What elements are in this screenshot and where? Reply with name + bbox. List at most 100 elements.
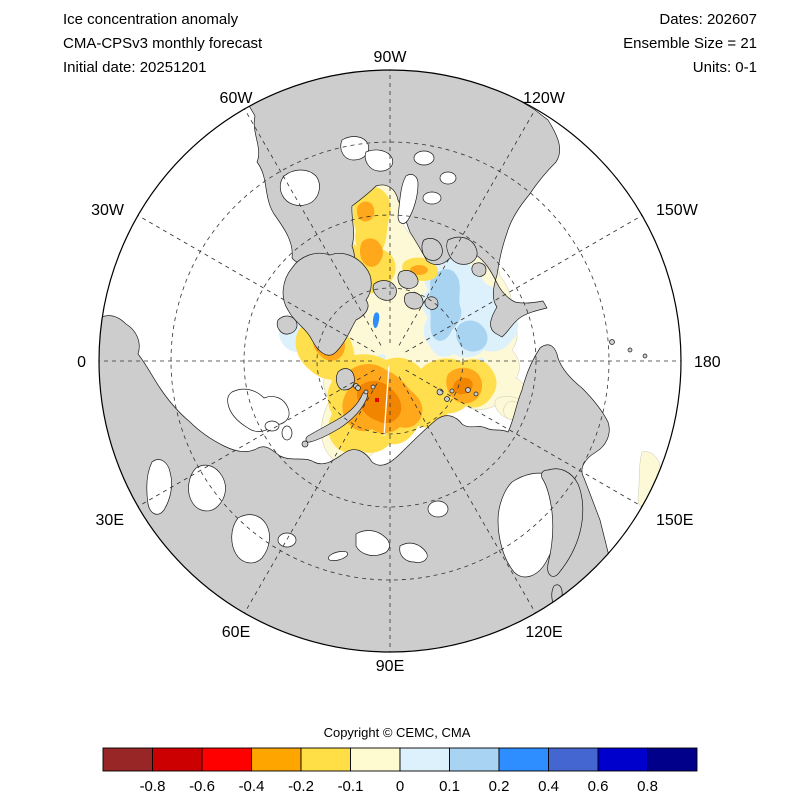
island-severnaya-1	[436, 388, 444, 396]
colorbar-tick-label: -0.1	[338, 778, 364, 795]
anomaly-red-speck-1	[375, 398, 379, 402]
graticule	[99, 70, 681, 652]
lake-canada-2	[439, 171, 457, 185]
meridian-label-120w: 120W	[523, 90, 566, 107]
colorbar: -0.8 -0.6 -0.4 -0.2 -0.1 0 0.1 0.2 0.4 0.6 0.8	[102, 747, 698, 795]
meridian-gridline	[405, 215, 643, 353]
meridian-gridline	[398, 376, 536, 614]
colorbar-tick-label: 0.2	[489, 778, 510, 795]
lake-onega	[281, 425, 293, 441]
meridian-label-60e: 60E	[222, 624, 250, 641]
lake-europe-2	[231, 514, 270, 564]
colorbar-segment	[251, 747, 302, 772]
island-sakhalin	[551, 584, 563, 607]
island-franz-josef-3	[370, 384, 376, 390]
units-line: Units: 0-1	[693, 59, 757, 76]
lake-small-1	[277, 532, 297, 548]
colorbar-segment	[350, 747, 401, 772]
channel-islands-white	[397, 174, 419, 224]
meridian-gridline	[244, 376, 382, 614]
colorbar-tick-label: 0.4	[538, 778, 559, 795]
island-victoria	[446, 236, 478, 265]
anomaly-medblue-streak	[428, 269, 462, 341]
meridian-label-60w: 60W	[220, 90, 254, 107]
meridian-label-150e: 150E	[656, 512, 693, 529]
island-bering-1	[609, 339, 615, 345]
colorbar-tick-label: 0.6	[588, 778, 609, 795]
colorbar-tick-label: 0.1	[439, 778, 460, 795]
lake-siberia-1	[355, 530, 390, 556]
colorbar-segment	[102, 747, 153, 772]
lake-europe-1	[188, 464, 226, 512]
island-devon	[397, 270, 419, 289]
colorbar-segment	[300, 747, 351, 772]
island-severnaya-2	[444, 396, 450, 402]
colorbar-tick-label: 0	[396, 778, 404, 795]
meridian-label-90w: 90W	[374, 49, 408, 66]
colorbar-segment	[498, 747, 549, 772]
meridian-label-120e: 120E	[525, 624, 562, 641]
island-vaygach	[301, 440, 309, 448]
island-arch-small	[471, 262, 487, 277]
dates-line: Dates: 202607	[659, 11, 757, 28]
colorbar-segment	[647, 747, 698, 772]
island-ellesmere	[372, 280, 397, 301]
meridian-labels: 90W 120W 150W 180 150E 120E 90E 60E 30E 0 30W 60W	[77, 49, 721, 675]
meridian-label-150w: 150W	[656, 202, 699, 219]
colorbar-tick-label: -0.8	[140, 778, 166, 795]
lake-siberia-3	[427, 500, 449, 518]
colorbar-tick-label: -0.2	[288, 778, 314, 795]
white-meridian-overlay	[383, 365, 390, 437]
lake-foxe-basin-1	[340, 136, 370, 161]
anomaly-orange-baffin-lower	[359, 238, 383, 267]
lake-hudson-bay	[279, 169, 320, 206]
latitude-gridline	[316, 287, 464, 435]
lake-foxe-basin-2	[364, 149, 394, 172]
island-arch-4	[424, 296, 439, 310]
island-franz-josef-1	[355, 385, 361, 391]
anomaly-brightblue-nares	[372, 312, 380, 329]
island-severnaya-3	[449, 388, 455, 394]
lake-baltic	[146, 459, 172, 515]
colorbar-segment	[449, 747, 500, 772]
colorbar-tick-label: -0.6	[189, 778, 215, 795]
lake-canada-3	[422, 191, 442, 205]
meridian-gridline	[137, 369, 375, 507]
island-novaya-zemlya	[305, 391, 368, 443]
initial-date-line: Initial date: 20251201	[63, 59, 206, 76]
colorbar-segment	[201, 747, 252, 772]
lake-ladoga	[264, 420, 280, 432]
meridian-label-30w: 30W	[91, 202, 125, 219]
lake-thin	[327, 550, 349, 562]
meridian-gridline	[398, 108, 536, 346]
meridian-label-30e: 30E	[96, 512, 124, 529]
anomaly-medblue-lobe	[455, 320, 488, 352]
island-new-siberian-1	[465, 387, 471, 393]
anomaly-cream-kamchatka-east	[637, 451, 661, 509]
island-banks	[421, 238, 443, 261]
meridian-label-0: 0	[77, 354, 86, 371]
colorbar-segment	[152, 747, 203, 772]
meridian-gridline	[405, 369, 643, 507]
map-boundary-circle	[98, 69, 682, 653]
land-iceland	[276, 315, 298, 335]
colorbar-tick-label: -0.4	[239, 778, 265, 795]
colorbar-segment	[548, 747, 599, 772]
title-line: Ice concentration anomaly	[63, 11, 239, 28]
landmasses	[99, 70, 648, 652]
meridian-gridline	[244, 108, 382, 346]
anomaly-orange-amundsen-dash	[410, 265, 428, 275]
island-new-siberian-2	[473, 391, 479, 397]
meridian-label-180: 180	[694, 354, 721, 371]
colorbar-segment	[597, 747, 648, 772]
lake-canada-1	[413, 150, 435, 166]
land-kamchatka	[541, 468, 584, 577]
meridian-label-90e: 90E	[376, 658, 404, 675]
island-bering-2	[627, 347, 633, 353]
meridian-gridline	[137, 215, 375, 353]
island-bering-3	[642, 353, 648, 359]
island-franz-josef-2	[363, 389, 369, 395]
colorbar-tick-label: 0.8	[637, 778, 658, 795]
